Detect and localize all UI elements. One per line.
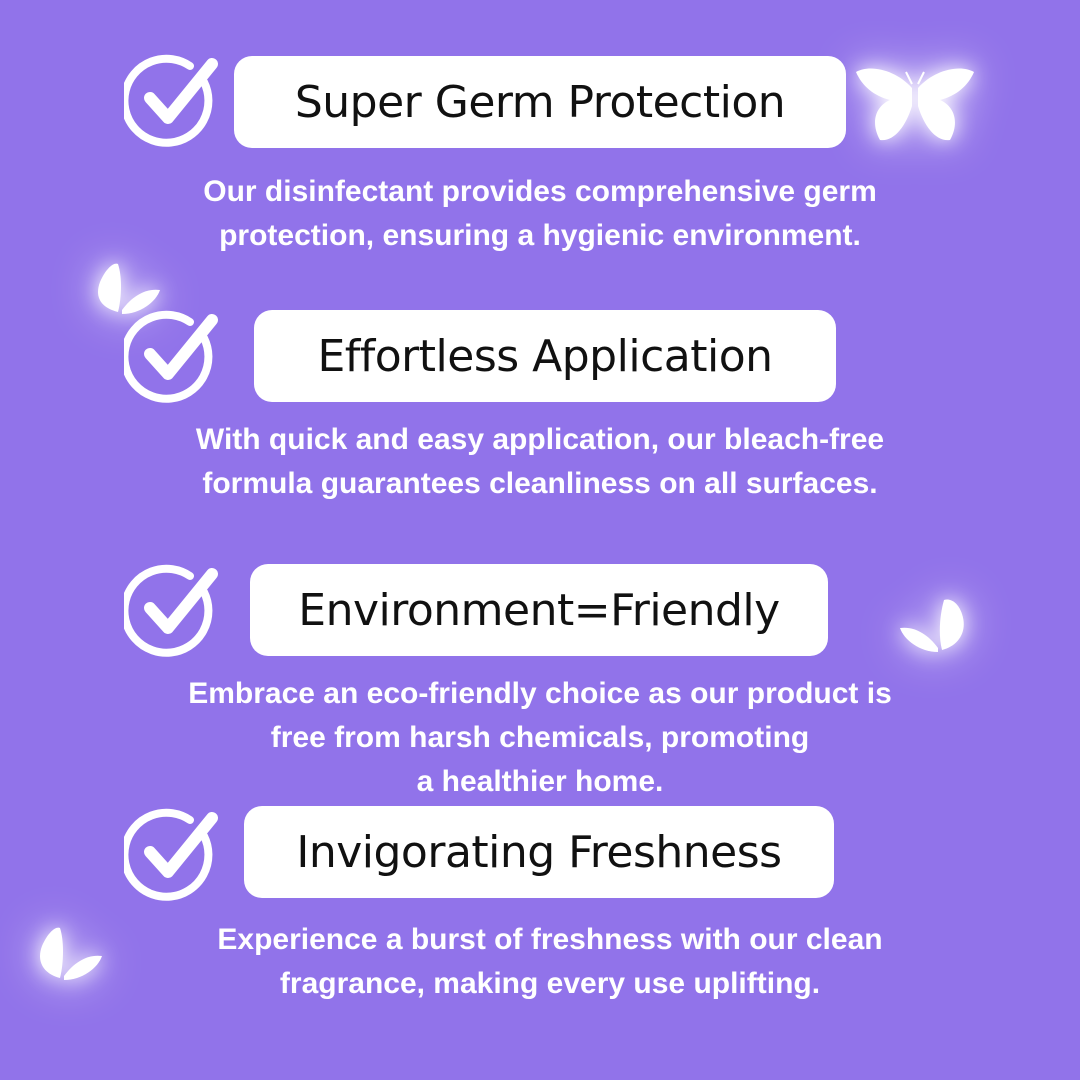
description-line: With quick and easy application, our ble…	[195, 423, 885, 456]
description-line: free from harsh chemicals, promoting	[270, 721, 810, 754]
feature-title-pill: Invigorating Freshness	[244, 806, 834, 898]
butterfly-icon	[92, 262, 162, 322]
feature-title: Invigorating Freshness	[296, 826, 782, 878]
description-line: a healthier home.	[416, 765, 664, 798]
description-line: Experience a burst of freshness with our…	[217, 923, 883, 956]
feature-title-pill: Environment=Friendly	[250, 564, 828, 656]
feature-title: Effortless Application	[317, 330, 773, 382]
feature-title-pill: Effortless Application	[254, 310, 836, 402]
butterfly-icon	[852, 66, 978, 148]
check-circle-icon	[124, 806, 220, 902]
description-line: fragrance, making every use uplifting.	[279, 967, 821, 1000]
description-line: protection, ensuring a hygienic environm…	[219, 219, 861, 252]
check-circle-icon	[124, 52, 220, 148]
butterfly-icon	[34, 924, 104, 988]
check-circle-icon	[124, 308, 220, 404]
feature-description: Our disinfectant provides comprehensive …	[100, 170, 980, 258]
feature-description: With quick and easy application, our ble…	[100, 418, 980, 506]
feature-title-pill: Super Germ Protection	[234, 56, 846, 148]
feature-title: Super Germ Protection	[294, 76, 786, 128]
description-line: formula guarantees cleanliness on all su…	[202, 467, 878, 500]
description-line: Embrace an eco-friendly choice as our pr…	[188, 677, 892, 710]
feature-description: Embrace an eco-friendly choice as our pr…	[100, 672, 980, 804]
feature-title: Environment=Friendly	[298, 584, 780, 636]
check-circle-icon	[124, 562, 220, 658]
butterfly-icon	[900, 598, 970, 660]
description-line: Our disinfectant provides comprehensive …	[203, 175, 877, 208]
feature-description: Experience a burst of freshness with our…	[110, 918, 990, 1006]
